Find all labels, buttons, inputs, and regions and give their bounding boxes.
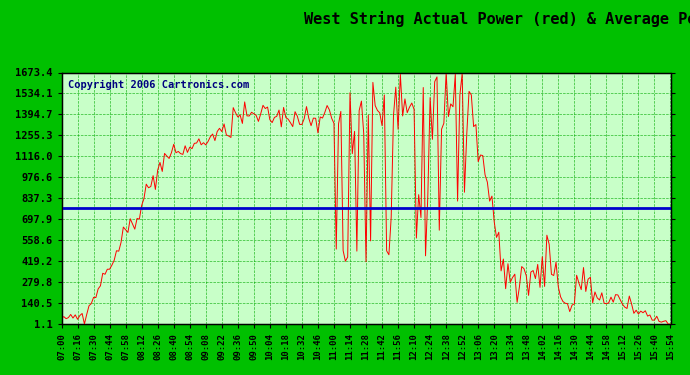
Text: West String Actual Power (red) & Average Power (blue) (Watts) Sun Dec 3 16:18: West String Actual Power (red) & Average…	[304, 11, 690, 27]
Text: Copyright 2006 Cartronics.com: Copyright 2006 Cartronics.com	[68, 80, 249, 90]
